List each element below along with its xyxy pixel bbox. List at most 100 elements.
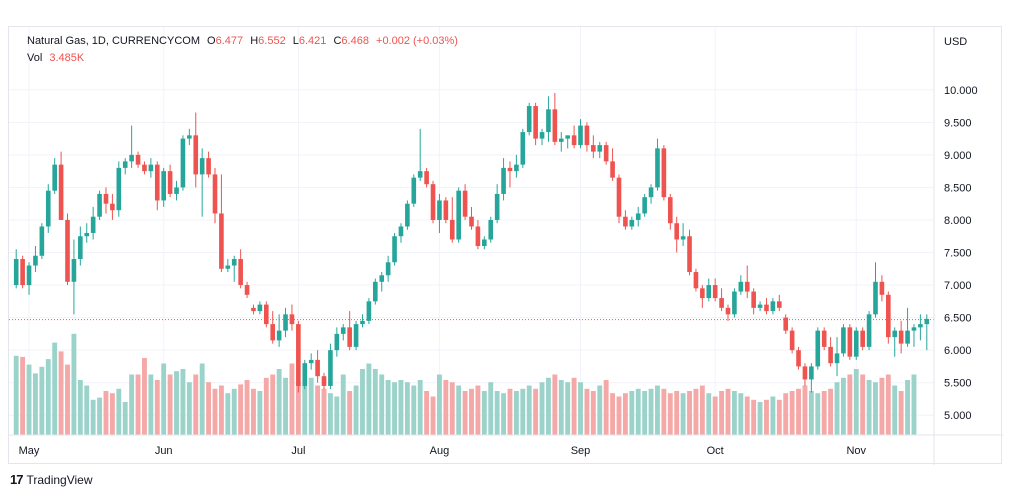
candle-body bbox=[584, 125, 590, 146]
volume-bar bbox=[860, 374, 866, 435]
candle-body bbox=[449, 219, 455, 240]
time-tick-label: Jul bbox=[291, 445, 305, 457]
candle-body bbox=[231, 259, 237, 266]
candle-body bbox=[847, 327, 853, 357]
candle-body bbox=[866, 314, 872, 347]
candle-body bbox=[873, 281, 878, 315]
close-value: 6.468 bbox=[341, 35, 369, 47]
price-axis[interactable]: 10.000 9.500 9.000 8.500 8.000 7.500 7.000 6.50… bbox=[944, 85, 978, 422]
candle-body bbox=[308, 359, 314, 364]
candle-body bbox=[764, 304, 769, 312]
volume-bar bbox=[180, 369, 186, 435]
volume-bar bbox=[834, 382, 840, 435]
candle-body bbox=[482, 239, 487, 246]
candle-body bbox=[623, 216, 628, 227]
candle-body bbox=[161, 171, 167, 201]
volume-bar bbox=[481, 391, 487, 435]
volume-bar bbox=[321, 388, 327, 435]
volume-bar bbox=[430, 396, 436, 435]
candle-body bbox=[693, 272, 699, 289]
candle-body bbox=[26, 265, 32, 286]
volume-bar bbox=[424, 391, 430, 435]
volume-bar bbox=[501, 393, 506, 435]
volume-bar bbox=[340, 374, 346, 435]
candle-body bbox=[135, 154, 141, 165]
candle-body bbox=[494, 193, 500, 220]
candle-body bbox=[212, 174, 218, 214]
candle-body bbox=[417, 171, 423, 178]
candle-body bbox=[616, 177, 622, 217]
volume-bar bbox=[71, 333, 77, 435]
candle-body bbox=[770, 301, 776, 312]
volume-bar bbox=[456, 385, 462, 435]
tradingview-logo[interactable]: 17 TradingView bbox=[10, 472, 93, 487]
volume-bar bbox=[719, 391, 725, 435]
volume-bar bbox=[789, 391, 795, 435]
candle-body bbox=[533, 106, 538, 139]
volume-bar bbox=[533, 388, 539, 435]
candle-body bbox=[437, 200, 442, 220]
candle-body bbox=[443, 200, 449, 220]
volume-bar bbox=[199, 363, 205, 435]
candle-body bbox=[501, 167, 506, 194]
candle-body bbox=[225, 265, 231, 269]
candle-body bbox=[392, 236, 397, 263]
volume-bar bbox=[109, 393, 115, 435]
volume-bar bbox=[77, 380, 83, 435]
candle-body bbox=[789, 330, 795, 351]
tradingview-logo-icon: 17 bbox=[10, 472, 24, 487]
candle-body bbox=[744, 281, 750, 292]
candle-body bbox=[347, 327, 352, 347]
candlestick-chart[interactable]: USD 10.000 9.500 9.000 8.500 8.000 7.500 7.000… bbox=[9, 27, 1003, 465]
time-tick-label: Oct bbox=[707, 445, 724, 457]
volume-bar bbox=[283, 377, 288, 435]
time-axis[interactable]: May Jun Jul Aug Sep Oct Nov bbox=[19, 445, 867, 457]
candle-body bbox=[809, 366, 814, 380]
candle-body bbox=[20, 259, 25, 286]
volume-bar bbox=[565, 382, 571, 435]
candles bbox=[13, 93, 930, 393]
candle-body bbox=[379, 275, 385, 282]
low-label: L bbox=[292, 35, 299, 47]
volume-bar bbox=[334, 396, 340, 435]
candle-body bbox=[206, 158, 211, 175]
candle-body bbox=[219, 213, 224, 269]
candle-body bbox=[776, 301, 782, 308]
candle-body bbox=[879, 281, 885, 295]
candle-body bbox=[321, 376, 327, 386]
chart-frame[interactable]: USD 10.000 9.500 9.000 8.500 8.000 7.500 7.000… bbox=[8, 26, 1003, 465]
close-label: C bbox=[333, 35, 342, 47]
volume-bar bbox=[347, 391, 353, 435]
candle-body bbox=[180, 138, 186, 188]
volume-bar bbox=[52, 342, 58, 435]
candle-body bbox=[552, 109, 558, 142]
volume-bar bbox=[443, 380, 449, 435]
volume-bar bbox=[539, 382, 545, 435]
volume-bar bbox=[417, 380, 423, 435]
volume-bar bbox=[815, 393, 821, 435]
volume-bar bbox=[462, 391, 468, 435]
candle-body bbox=[238, 259, 243, 286]
candle-body bbox=[603, 145, 609, 162]
candle-body bbox=[488, 219, 494, 240]
volume-bar bbox=[161, 363, 167, 435]
volume-bar bbox=[494, 391, 500, 435]
price-tick-label: 7.500 bbox=[944, 248, 972, 260]
candle-body bbox=[33, 255, 38, 266]
candle-body bbox=[199, 158, 205, 175]
candle-body bbox=[129, 154, 134, 162]
candle-body bbox=[456, 190, 461, 240]
candle-body bbox=[52, 164, 57, 191]
candle-body bbox=[546, 109, 551, 133]
volume-bar bbox=[725, 388, 731, 435]
candle-body bbox=[706, 285, 712, 299]
candle-body bbox=[674, 223, 680, 240]
price-tick-label: 10.000 bbox=[944, 85, 978, 97]
candle-body bbox=[841, 327, 846, 354]
candle-body bbox=[315, 359, 320, 377]
volume-bar bbox=[238, 384, 244, 435]
candle-body bbox=[283, 314, 288, 331]
candle-body bbox=[924, 318, 930, 325]
volume-legend: Vol 3.485K bbox=[27, 52, 88, 64]
volume-bar bbox=[731, 391, 737, 435]
